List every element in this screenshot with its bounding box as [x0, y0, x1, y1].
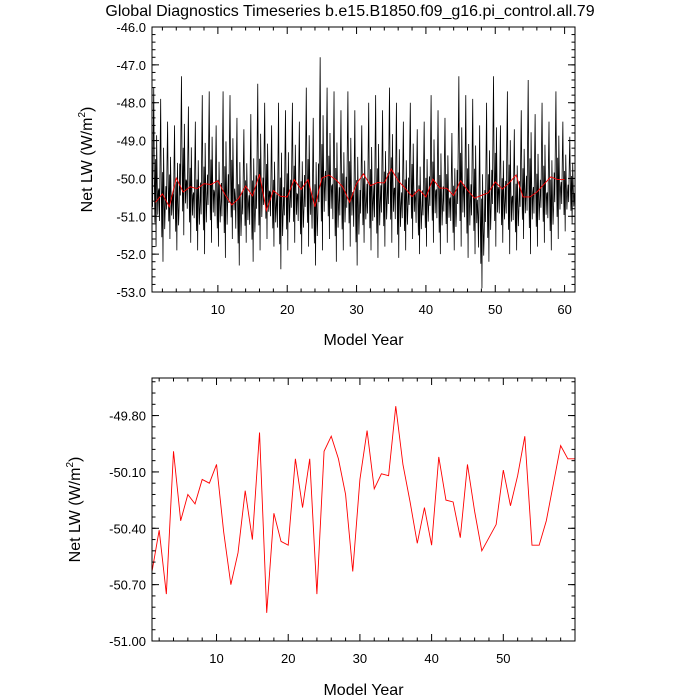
x-tick-label: 60 — [557, 302, 571, 317]
y-axis-label-main: Net LW (W/m — [67, 468, 84, 563]
figure-title: Global Diagnostics Timeseries b.e15.B185… — [105, 3, 594, 20]
x-tick-label: 40 — [419, 302, 433, 317]
x-tick-label: 30 — [353, 651, 367, 666]
x-tick-label: 40 — [424, 651, 438, 666]
x-tick-label: 10 — [209, 651, 223, 666]
annual-series-line — [152, 406, 575, 613]
x-axis-label: Model Year — [323, 682, 404, 699]
y-axis-label-exponent: 2 — [65, 462, 76, 468]
y-tick-label: -52.0 — [116, 247, 146, 262]
x-tick-label: 10 — [211, 302, 225, 317]
y-tick-label: -46.0 — [116, 20, 146, 35]
monthly-series-line — [152, 57, 575, 289]
y-tick-label: -53.0 — [116, 285, 146, 300]
y-tick-label: -50.10 — [109, 465, 146, 480]
y-tick-label: -50.40 — [109, 521, 146, 536]
y-tick-label: -47.0 — [116, 58, 146, 73]
x-axis-label: Model Year — [323, 332, 404, 349]
y-axis-label-close: ) — [67, 457, 84, 462]
x-tick-label: 50 — [488, 302, 502, 317]
y-tick-label: -51.00 — [109, 634, 146, 649]
y-axis-label-main: Net LW (W/m — [79, 118, 96, 213]
x-tick-label: 20 — [280, 302, 294, 317]
y-tick-label: -49.0 — [116, 134, 146, 149]
plot-frame — [151, 26, 576, 293]
annual-series-line — [155, 168, 565, 213]
x-tick-label: 20 — [281, 651, 295, 666]
y-axis-label-exponent: 2 — [77, 112, 88, 118]
y-tick-label: -51.0 — [116, 209, 146, 224]
y-tick-label: -48.0 — [116, 96, 146, 111]
y-axis-label: Net LW (W/m2) — [65, 457, 84, 563]
plot-frame — [151, 377, 576, 642]
y-axis-label: Net LW (W/m2) — [77, 107, 96, 213]
top-panel: 10 20 30 40 50 60 -53.0 -52.0 -51.0 -50.0 -49.0 -48… — [77, 20, 576, 349]
bottom-panel: 10 20 30 40 50 -51.00 -50.70 -50.40 -50.10 -49.80… — [65, 377, 576, 699]
x-tick-label: 30 — [349, 302, 363, 317]
y-axis-label-close: ) — [79, 107, 96, 112]
y-tick-label: -50.70 — [109, 578, 146, 593]
y-tick-label: -49.80 — [109, 409, 146, 424]
y-tick-label: -50.0 — [116, 171, 146, 186]
x-tick-label: 50 — [496, 651, 510, 666]
